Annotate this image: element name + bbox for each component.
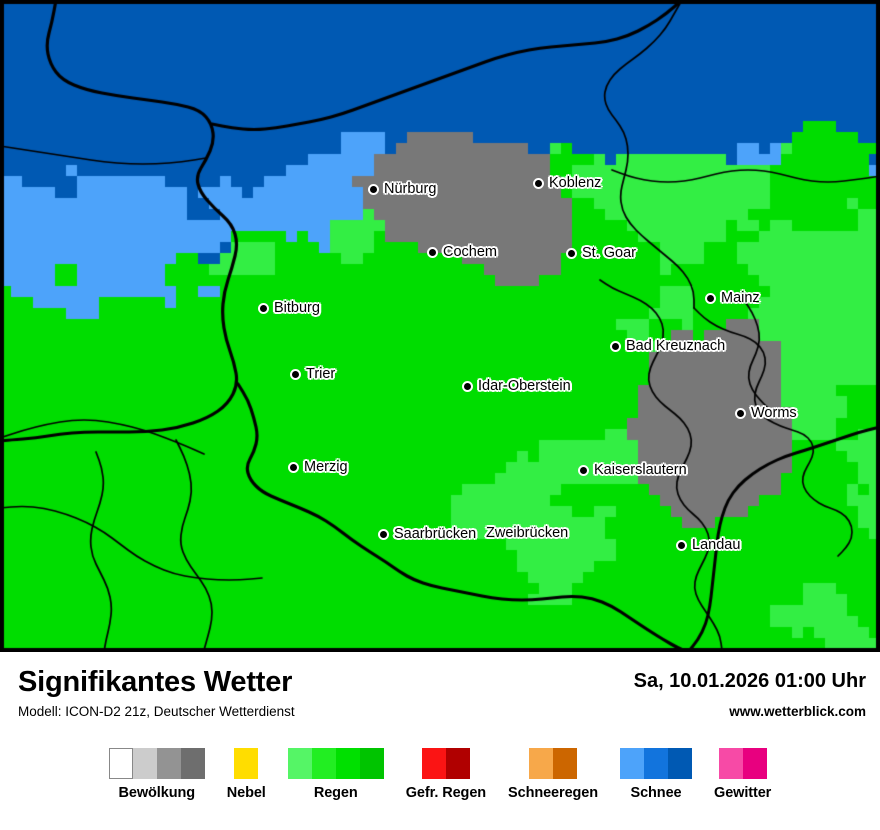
city-dot-icon xyxy=(676,539,687,551)
city-label: Mainz xyxy=(721,290,760,306)
legend-item: Schneeregen xyxy=(508,748,598,801)
source-website: www.wetterblick.com xyxy=(729,704,866,719)
city-label: Bitburg xyxy=(274,300,320,316)
legend-swatch xyxy=(529,748,578,779)
city-label: Merzig xyxy=(304,459,348,475)
legend-swatch-segment xyxy=(421,748,446,779)
legend-swatch-segment xyxy=(529,748,554,779)
city-dot-icon xyxy=(578,464,589,476)
legend-item: Nebel xyxy=(227,748,266,801)
city-label: Worms xyxy=(751,405,797,421)
city-label: Idar-Oberstein xyxy=(478,378,571,394)
city-marker: Worms xyxy=(735,405,797,421)
page-title: Signifikantes Wetter xyxy=(18,666,293,698)
city-marker: Idar-Oberstein xyxy=(462,378,571,394)
legend-swatch xyxy=(620,748,693,779)
city-marker: Nürburg xyxy=(368,181,436,197)
legend-item: Gewitter xyxy=(714,748,771,801)
city-marker: St. Goar xyxy=(566,245,636,261)
city-label: Zweibrücken xyxy=(486,525,569,541)
city-dot-icon xyxy=(368,183,379,195)
city-marker: Saarbrücken xyxy=(378,526,476,542)
city-dot-icon xyxy=(288,461,299,473)
city-dot-icon xyxy=(533,177,544,189)
legend-label: Regen xyxy=(313,785,358,801)
city-dot-icon xyxy=(378,528,389,540)
legend-item: Bewölkung xyxy=(108,748,205,801)
city-label: Landau xyxy=(692,537,741,553)
legend-swatch-segment xyxy=(156,748,181,779)
city-marker: Koblenz xyxy=(533,175,601,191)
city-dot-icon xyxy=(258,302,269,314)
city-label: Saarbrücken xyxy=(394,526,477,542)
city-dot-icon xyxy=(566,247,577,259)
city-label: Cochem xyxy=(443,244,497,260)
legend-swatch-segment xyxy=(742,748,767,779)
city-marker: Bad Kreuznach xyxy=(610,338,725,354)
legend: Bewölkung Nebel Regen Gefr. Regen Schneerege… xyxy=(0,748,880,820)
legend-swatch-segment xyxy=(718,748,743,779)
legend-label: Gefr. Regen xyxy=(405,785,487,801)
city-label: St. Goar xyxy=(582,245,636,261)
title-row: Signifikantes Wetter Modell: ICON-D2 21z… xyxy=(0,666,880,728)
city-dot-icon xyxy=(462,380,473,392)
legend-item: Gefr. Regen xyxy=(406,748,486,801)
legend-swatch-segment xyxy=(335,748,360,779)
legend-label: Gewitter xyxy=(714,785,772,801)
city-marker: Trier xyxy=(290,366,335,382)
legend-item: Regen xyxy=(287,748,384,801)
legend-swatch-segment xyxy=(668,748,693,779)
legend-item: Schnee xyxy=(620,748,693,801)
legend-swatch-segment xyxy=(311,748,336,779)
legend-swatch xyxy=(108,748,205,779)
city-dot-icon xyxy=(735,407,746,419)
legend-label: Bewölkung xyxy=(118,785,196,801)
legend-swatch-segment xyxy=(445,748,470,779)
legend-swatch-segment xyxy=(132,748,157,779)
city-dot-icon xyxy=(610,340,621,352)
weather-map[interactable]: Nürburg Koblenz Cochem St. Goar Mainz Bitburg… xyxy=(0,0,880,652)
legend-label: Schneeregen xyxy=(508,785,599,801)
city-label: Bad Kreuznach xyxy=(626,338,726,354)
legend-swatch-segment xyxy=(287,748,312,779)
city-marker: Merzig xyxy=(288,459,348,475)
valid-timestamp: Sa, 10.01.2026 01:00 Uhr xyxy=(633,670,866,692)
city-marker: Landau xyxy=(676,537,740,553)
city-dot-icon xyxy=(290,368,301,380)
city-marker: Bitburg xyxy=(258,300,320,316)
legend-swatch xyxy=(718,748,767,779)
legend-swatch xyxy=(421,748,470,779)
city-marker: Zweibrücken xyxy=(486,525,568,541)
legend-swatch xyxy=(287,748,384,779)
legend-swatch xyxy=(234,748,259,779)
legend-swatch-segment xyxy=(180,748,205,779)
legend-label: Schnee xyxy=(630,785,682,801)
model-subtitle: Modell: ICON-D2 21z, Deutscher Wetterdie… xyxy=(18,704,295,719)
city-dot-icon xyxy=(427,246,438,258)
city-dot-icon xyxy=(705,292,716,304)
city-marker: Cochem xyxy=(427,244,497,260)
legend-swatch-segment xyxy=(234,748,259,779)
legend-swatch-segment xyxy=(359,748,384,779)
legend-swatch-segment xyxy=(644,748,669,779)
legend-label: Nebel xyxy=(226,785,266,801)
city-label: Kaiserslautern xyxy=(594,462,687,478)
legend-swatch-segment xyxy=(620,748,645,779)
city-marker: Mainz xyxy=(705,290,760,306)
precipitation-raster xyxy=(0,0,880,652)
legend-swatch-segment xyxy=(553,748,578,779)
city-marker: Kaiserslautern xyxy=(578,462,687,478)
city-label: Trier xyxy=(306,366,336,382)
city-label: Nürburg xyxy=(384,181,437,197)
city-label: Koblenz xyxy=(549,175,602,191)
footer-panel: Signifikantes Wetter Modell: ICON-D2 21z… xyxy=(0,652,880,830)
legend-swatch-segment xyxy=(108,748,133,779)
